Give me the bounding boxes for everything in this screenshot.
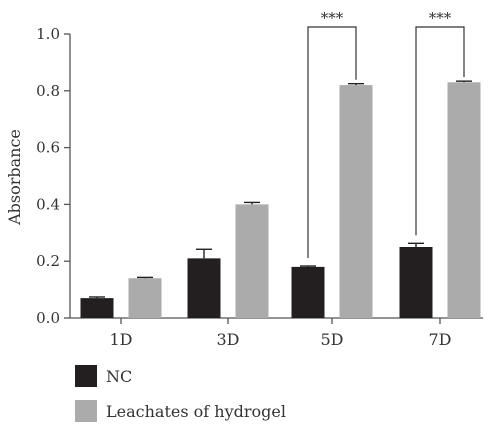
- x-tick-label: 1D: [109, 330, 132, 349]
- bar: [291, 266, 325, 318]
- legend: NC Leachates of hydrogel: [75, 365, 286, 422]
- legend-swatch: [75, 400, 97, 422]
- y-tick-label: 0.4: [36, 195, 60, 213]
- bar: [80, 298, 114, 318]
- x-tick-label: 7D: [428, 330, 451, 349]
- legend-label: NC: [106, 367, 132, 386]
- bar: [339, 85, 373, 319]
- x-tick-label: 3D: [216, 330, 239, 349]
- y-axis-title: Absorbance: [5, 129, 24, 226]
- y-tick-label: 0.0: [36, 309, 60, 327]
- y-tick-label: 1.0: [36, 25, 60, 43]
- bar: [235, 204, 269, 318]
- bar: [399, 247, 433, 318]
- y-tick-label: 0.6: [36, 139, 60, 157]
- significance-bracket: [415, 26, 465, 236]
- bar: [447, 82, 481, 318]
- significance-label: ***: [429, 9, 452, 27]
- y-tick-label: 0.2: [36, 252, 60, 270]
- significance-brackets: *** ***: [307, 9, 465, 259]
- significance-bracket: [307, 26, 357, 259]
- significance-label: ***: [321, 9, 344, 27]
- x-tick-label: 5D: [320, 330, 343, 349]
- legend-swatch: [75, 365, 97, 387]
- y-tick-label: 0.8: [36, 82, 60, 100]
- legend-label: Leachates of hydrogel: [106, 402, 286, 421]
- bar: [128, 278, 162, 318]
- bar: [187, 258, 221, 318]
- bars: [80, 80, 481, 319]
